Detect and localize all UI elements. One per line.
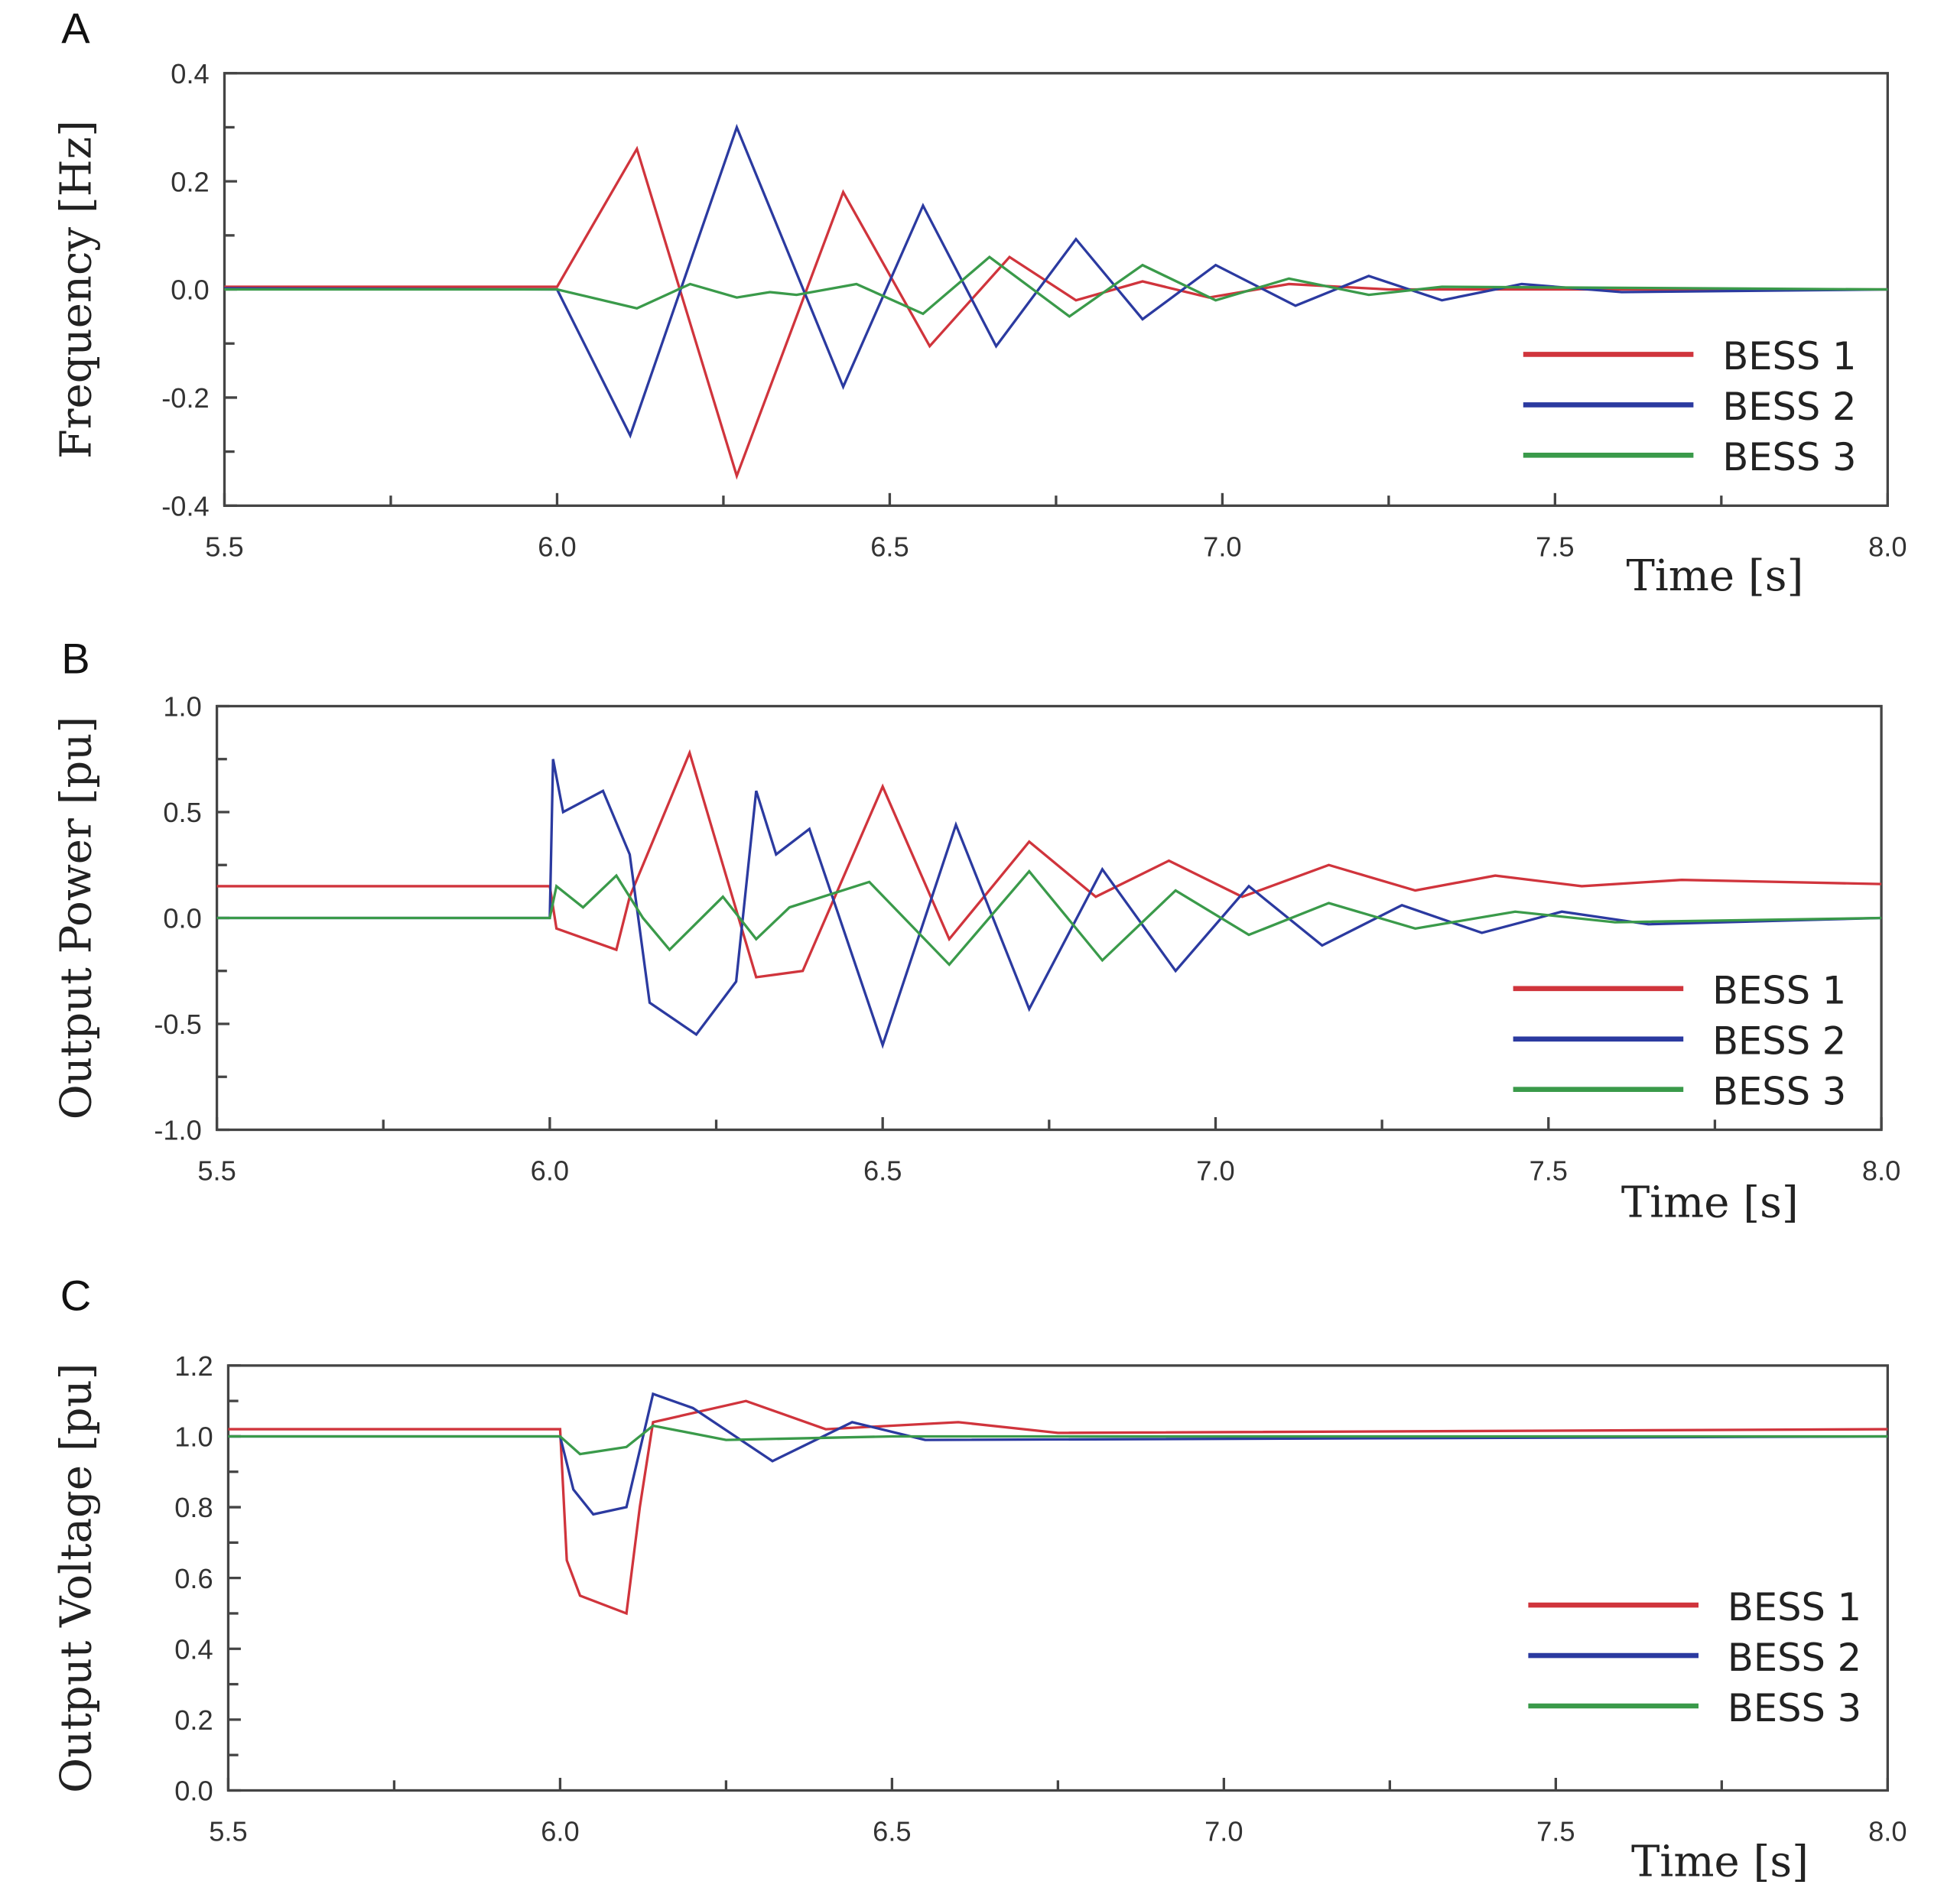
- x-tick-label: 5.5: [205, 531, 243, 562]
- x-tick-label: 7.0: [1196, 1155, 1234, 1186]
- x-tick-label: 6.5: [863, 1155, 902, 1186]
- x-tick-label: 5.5: [209, 1815, 247, 1847]
- y-tick-label: -0.5: [154, 1009, 202, 1040]
- series-line-bess-1: [216, 749, 1882, 979]
- chart-panel-C: C 5.5 6.0 6.5 7.0 7.5 8.0 1.2 1.0 0.8 0.6 0.4 0.2 0.0…: [52, 1271, 1907, 1886]
- y-axis-label: Output Power [pu]: [52, 716, 102, 1120]
- series-line-bess-3: [228, 1424, 1888, 1456]
- series-line-bess-3: [216, 869, 1882, 967]
- y-tick-label: 0.4: [174, 1633, 213, 1665]
- y-tick-label: 0.6: [174, 1563, 213, 1594]
- y-tick-label: 0.4: [171, 58, 209, 89]
- y-tick-label: 0.5: [163, 797, 201, 828]
- y-tick-label: 1.2: [174, 1350, 213, 1382]
- series-line-bess-3: [224, 255, 1888, 318]
- chart-panel-B: B 5.5 6.0 6.5 7.0 7.5 8.0 1.0 0.5 0.0 -0.5 -1.0 Outp…: [52, 635, 1901, 1228]
- x-tick-label: 6.0: [538, 531, 576, 562]
- y-tick-label: 1.0: [174, 1422, 213, 1453]
- y-tick-label: 0.2: [174, 1704, 213, 1736]
- series-line-bess-1: [228, 1399, 1888, 1616]
- y-axis-label: Frequency [Hz]: [52, 120, 102, 459]
- x-tick-label: 6.0: [541, 1815, 579, 1847]
- y-tick-label: -0.2: [161, 382, 210, 414]
- y-axis-label: Output Voltage [pu]: [52, 1363, 102, 1792]
- y-tick-label: -1.0: [154, 1115, 202, 1146]
- y-tick-label: 0.0: [163, 903, 201, 934]
- legend-label-bess-2: BESS 2: [1728, 1636, 1861, 1680]
- x-tick-label: 6.5: [870, 531, 909, 562]
- y-tick-label: 0.2: [171, 166, 209, 197]
- y-tick-label: 0.0: [174, 1776, 213, 1807]
- legend-label-bess-1: BESS 1: [1712, 969, 1846, 1013]
- x-tick-label: 7.5: [1536, 531, 1574, 562]
- x-tick-label: 7.0: [1204, 1815, 1243, 1847]
- x-tick-label: 6.5: [873, 1815, 911, 1847]
- legend-label-bess-3: BESS 3: [1712, 1070, 1846, 1114]
- y-tick-label: 1.0: [163, 691, 201, 723]
- y-tick-label: -0.4: [161, 491, 210, 522]
- legend-label-bess-3: BESS 3: [1722, 435, 1856, 479]
- x-axis-label: Time [s]: [1626, 551, 1803, 601]
- x-tick-label: 7.5: [1530, 1155, 1568, 1186]
- x-tick-label: 8.0: [1862, 1155, 1900, 1186]
- series-line-bess-2: [216, 759, 1882, 1049]
- series-line-bess-2: [228, 1392, 1888, 1516]
- x-axis-label: Time [s]: [1621, 1178, 1799, 1227]
- panel-label: B: [61, 635, 89, 683]
- series-line-bess-2: [224, 123, 1888, 439]
- x-tick-label: 5.5: [197, 1155, 236, 1186]
- x-tick-label: 7.0: [1203, 531, 1241, 562]
- panel-label: C: [60, 1271, 91, 1319]
- legend-label-bess-1: BESS 1: [1728, 1585, 1861, 1629]
- x-tick-label: 8.0: [1868, 531, 1907, 562]
- x-axis-label: Time [s]: [1631, 1837, 1809, 1887]
- legend-label-bess-3: BESS 3: [1728, 1686, 1861, 1730]
- legend-label-bess-2: BESS 2: [1722, 385, 1856, 429]
- y-tick-label: 0.8: [174, 1492, 213, 1523]
- x-tick-label: 8.0: [1868, 1815, 1907, 1847]
- series-line-bess-1: [224, 145, 1888, 480]
- x-tick-label: 7.5: [1536, 1815, 1575, 1847]
- y-tick-label: 0.0: [171, 275, 209, 306]
- x-tick-label: 6.0: [531, 1155, 569, 1186]
- chart-panel-A: A 5.5 6.0 6.5 7.0 7.5 8.0 0.4 0.2 0.0 -0.2 -0.4 Freq…: [52, 4, 1907, 601]
- legend-label-bess-1: BESS 1: [1722, 334, 1856, 379]
- panel-label: A: [61, 4, 90, 52]
- legend-label-bess-2: BESS 2: [1712, 1019, 1846, 1064]
